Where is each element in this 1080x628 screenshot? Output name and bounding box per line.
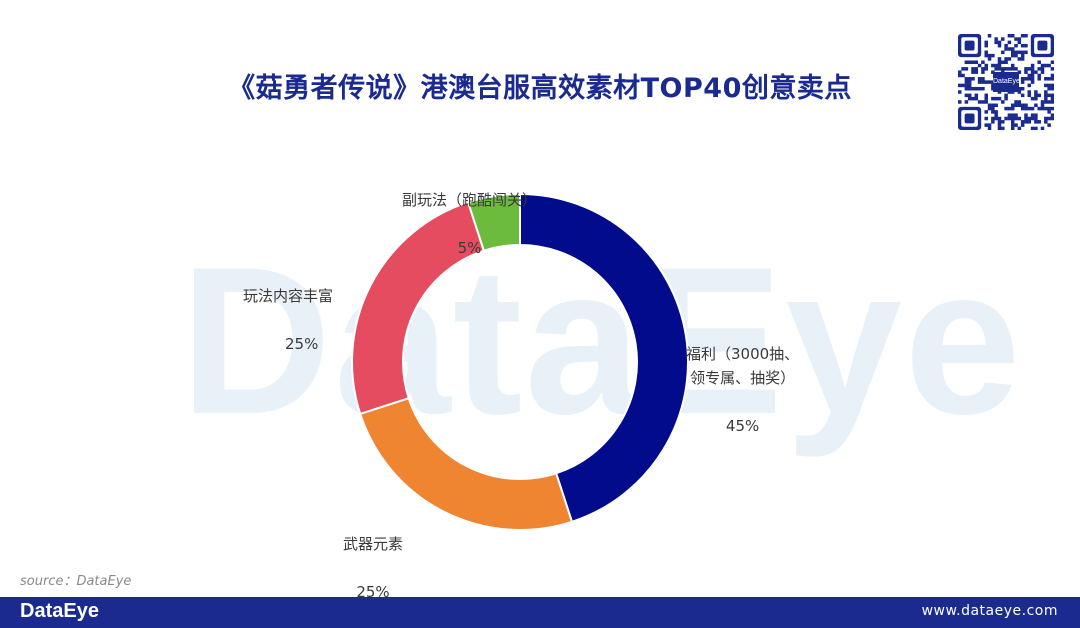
- footer-brand-logo: DataEye: [20, 600, 99, 622]
- chart-title: 《菇勇者传说》港澳台服高效素材TOP40创意卖点: [228, 73, 852, 104]
- slice-label-weapons: 武器元素 25%: [343, 508, 403, 628]
- slice-label-weapons-name: 武器元素: [343, 535, 404, 553]
- slice-label-subgameplay-value: 5%: [457, 239, 482, 257]
- slice-label-subgameplay: 副玩法（跑酷闯关） 5%: [402, 164, 537, 284]
- slice-label-gameplay-value: 25%: [285, 335, 319, 353]
- qr-code: DataEye: [958, 34, 1055, 131]
- slice-label-welfare-value: 45%: [725, 417, 760, 435]
- source-note: source：DataEye: [20, 574, 132, 589]
- slice-label-subgameplay-name: 副玩法（跑酷闯关）: [402, 191, 538, 209]
- slice-label-gameplay: 玩法内容丰富 25%: [243, 260, 333, 380]
- slice-label-welfare: 福利（3000抽、 领专属、抽奖） 45%: [686, 318, 799, 462]
- donut-slice-3: [466, 192, 521, 252]
- footer-bar: DataEye www.dataeye.com: [0, 597, 1080, 628]
- slice-label-welfare-name: 福利（3000抽、 领专属、抽奖）: [686, 345, 800, 387]
- slice-label-weapons-value: 25%: [356, 583, 390, 601]
- footer-url[interactable]: www.dataeye.com: [921, 603, 1058, 619]
- donut-slice-0: [519, 192, 689, 524]
- qr-logo: DataEye: [993, 72, 1020, 92]
- qr-code-pattern: [958, 34, 1055, 131]
- slice-label-gameplay-name: 玩法内容丰富: [243, 287, 334, 305]
